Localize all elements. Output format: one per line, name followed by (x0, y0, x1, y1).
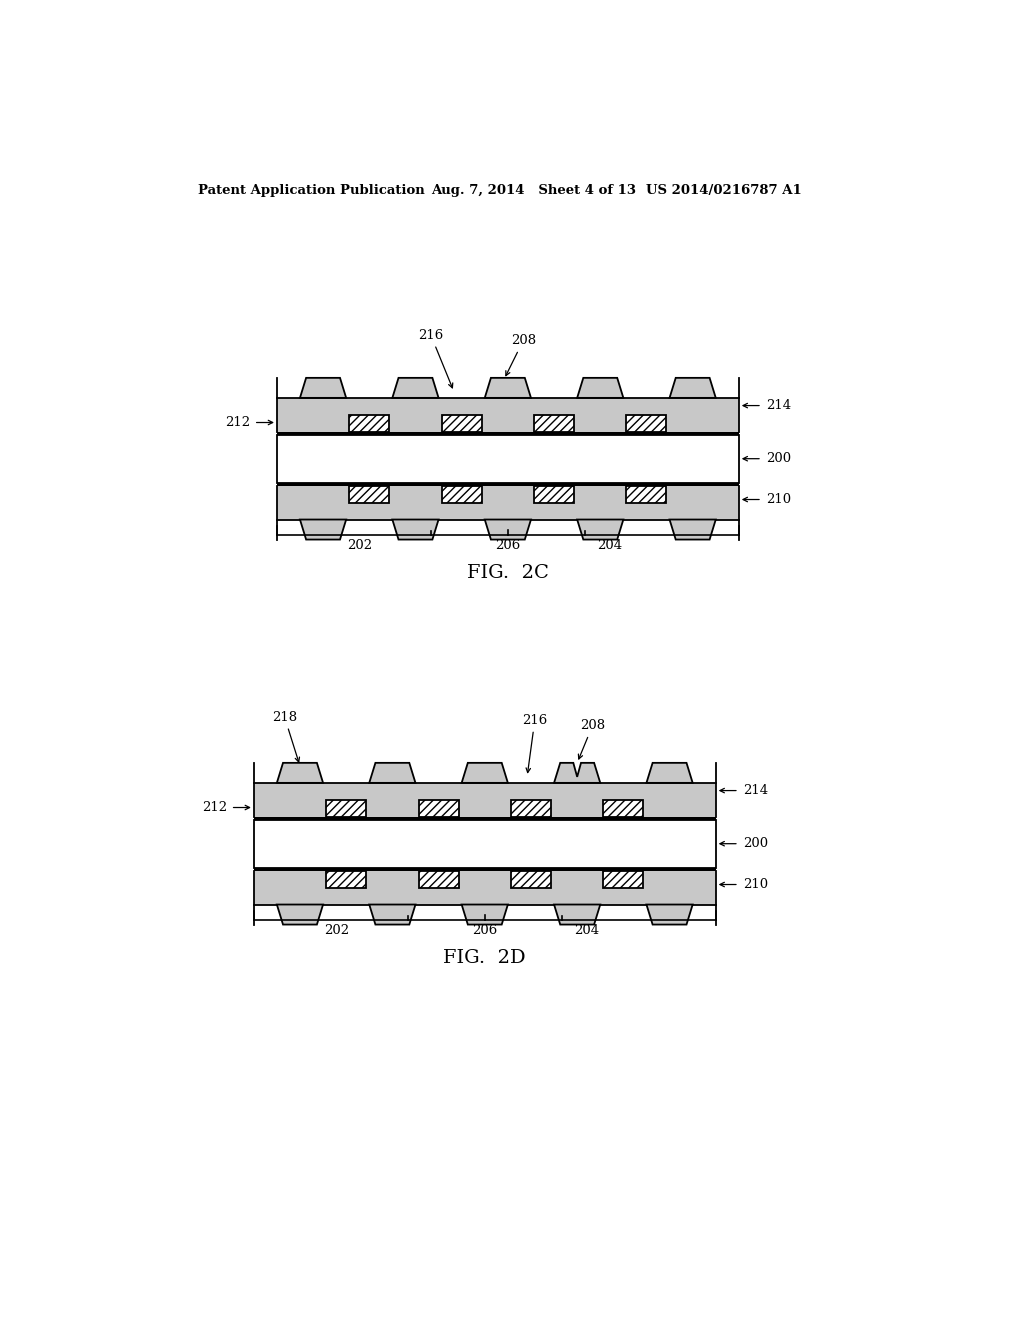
Bar (627, 414, 667, 432)
Bar (441, 486, 481, 503)
Polygon shape (276, 763, 323, 783)
Bar (419, 800, 459, 817)
Polygon shape (300, 520, 346, 540)
Polygon shape (578, 520, 624, 540)
Bar (254, 867, 716, 871)
Bar (511, 800, 551, 817)
Text: 210: 210 (766, 492, 791, 506)
Bar (254, 871, 716, 904)
Text: 216: 216 (522, 714, 548, 772)
Polygon shape (554, 763, 600, 783)
Polygon shape (370, 904, 416, 924)
Text: 206: 206 (472, 924, 498, 937)
Bar (254, 817, 716, 820)
Text: Patent Application Publication: Patent Application Publication (199, 185, 425, 197)
Text: FIG.  2C: FIG. 2C (467, 564, 549, 582)
Text: 212: 212 (202, 801, 226, 814)
Polygon shape (578, 378, 624, 397)
Bar (276, 434, 739, 483)
Bar (603, 871, 643, 887)
Text: 204: 204 (573, 924, 599, 937)
Bar (349, 486, 389, 503)
Text: 208: 208 (506, 334, 536, 376)
Polygon shape (646, 904, 692, 924)
Bar (326, 871, 367, 887)
Text: 200: 200 (742, 837, 768, 850)
Text: 214: 214 (766, 399, 791, 412)
Bar (535, 414, 574, 432)
Bar (603, 800, 643, 817)
Polygon shape (670, 378, 716, 397)
Bar (276, 397, 739, 432)
Text: 210: 210 (742, 878, 768, 891)
Text: 218: 218 (272, 710, 299, 762)
Text: 200: 200 (766, 453, 791, 465)
Polygon shape (462, 904, 508, 924)
Polygon shape (484, 520, 531, 540)
Text: FIG.  2D: FIG. 2D (443, 949, 526, 966)
Text: 208: 208 (579, 719, 605, 759)
Text: 204: 204 (597, 539, 622, 552)
Polygon shape (300, 378, 346, 397)
Bar (276, 483, 739, 486)
Polygon shape (370, 763, 416, 783)
Bar (254, 783, 716, 817)
Bar (254, 820, 716, 867)
Polygon shape (392, 378, 438, 397)
Bar (511, 871, 551, 887)
Bar (276, 486, 739, 520)
Bar (627, 486, 667, 503)
Polygon shape (670, 520, 716, 540)
Bar (326, 800, 367, 817)
Polygon shape (392, 520, 438, 540)
Text: 202: 202 (325, 924, 349, 937)
Text: 206: 206 (496, 539, 520, 552)
Text: Aug. 7, 2014   Sheet 4 of 13: Aug. 7, 2014 Sheet 4 of 13 (431, 185, 636, 197)
Bar (276, 432, 739, 434)
Text: 214: 214 (742, 784, 768, 797)
Text: US 2014/0216787 A1: US 2014/0216787 A1 (646, 185, 802, 197)
Text: 216: 216 (418, 329, 453, 388)
Polygon shape (484, 378, 531, 397)
Bar (441, 414, 481, 432)
Polygon shape (646, 763, 692, 783)
Polygon shape (554, 904, 600, 924)
Polygon shape (276, 904, 323, 924)
Bar (349, 414, 389, 432)
Bar (535, 486, 574, 503)
Bar (419, 871, 459, 887)
Text: 212: 212 (225, 416, 250, 429)
Text: 202: 202 (347, 539, 373, 552)
Polygon shape (462, 763, 508, 783)
